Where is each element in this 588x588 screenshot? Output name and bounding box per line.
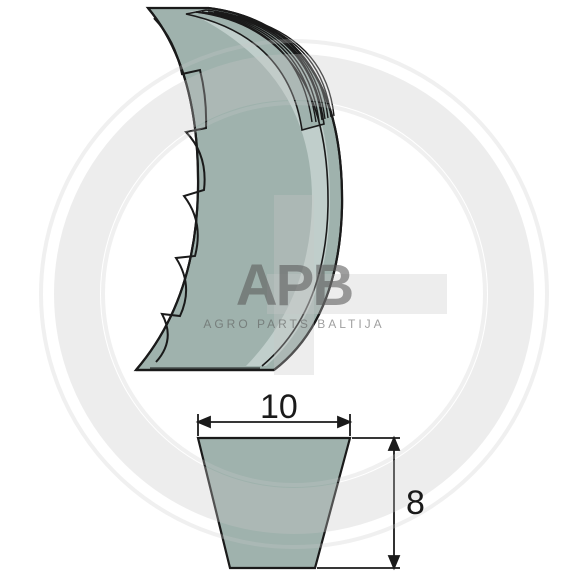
brand-watermark: APB AGRO PARTS BALTIJA [203,257,384,331]
brand-main-text: APB [203,257,384,315]
belt-cross-section [198,438,350,568]
dimension-width-value: 10 [260,388,298,427]
brand-sub-text: AGRO PARTS BALTIJA [203,317,384,331]
dimension-height-value: 8 [406,484,425,523]
